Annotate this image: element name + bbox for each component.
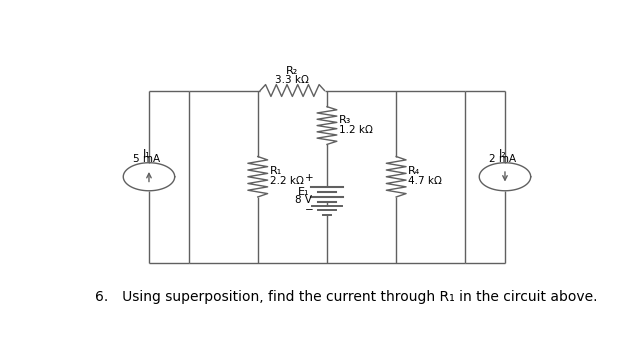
Text: E₁: E₁ [297, 187, 309, 197]
Text: R₃: R₃ [339, 115, 351, 125]
Text: 2 mA: 2 mA [489, 154, 516, 164]
Text: 3.3 kΩ: 3.3 kΩ [276, 75, 309, 85]
Text: −: − [306, 205, 314, 215]
Text: R₁: R₁ [270, 166, 282, 176]
Text: 5 mA: 5 mA [133, 154, 160, 164]
Text: R₄: R₄ [408, 166, 420, 176]
Text: I₂: I₂ [499, 149, 507, 159]
Text: 1.2 kΩ: 1.2 kΩ [339, 125, 373, 135]
Text: 2.2 kΩ: 2.2 kΩ [270, 176, 304, 186]
Text: I₁: I₁ [143, 149, 151, 159]
Text: 4.7 kΩ: 4.7 kΩ [408, 176, 442, 186]
Text: R₂: R₂ [286, 66, 299, 77]
Text: 6. Using superposition, find the current through R₁ in the circuit above.: 6. Using superposition, find the current… [94, 290, 597, 304]
Text: 8 V: 8 V [295, 195, 312, 205]
Text: +: + [306, 174, 314, 183]
